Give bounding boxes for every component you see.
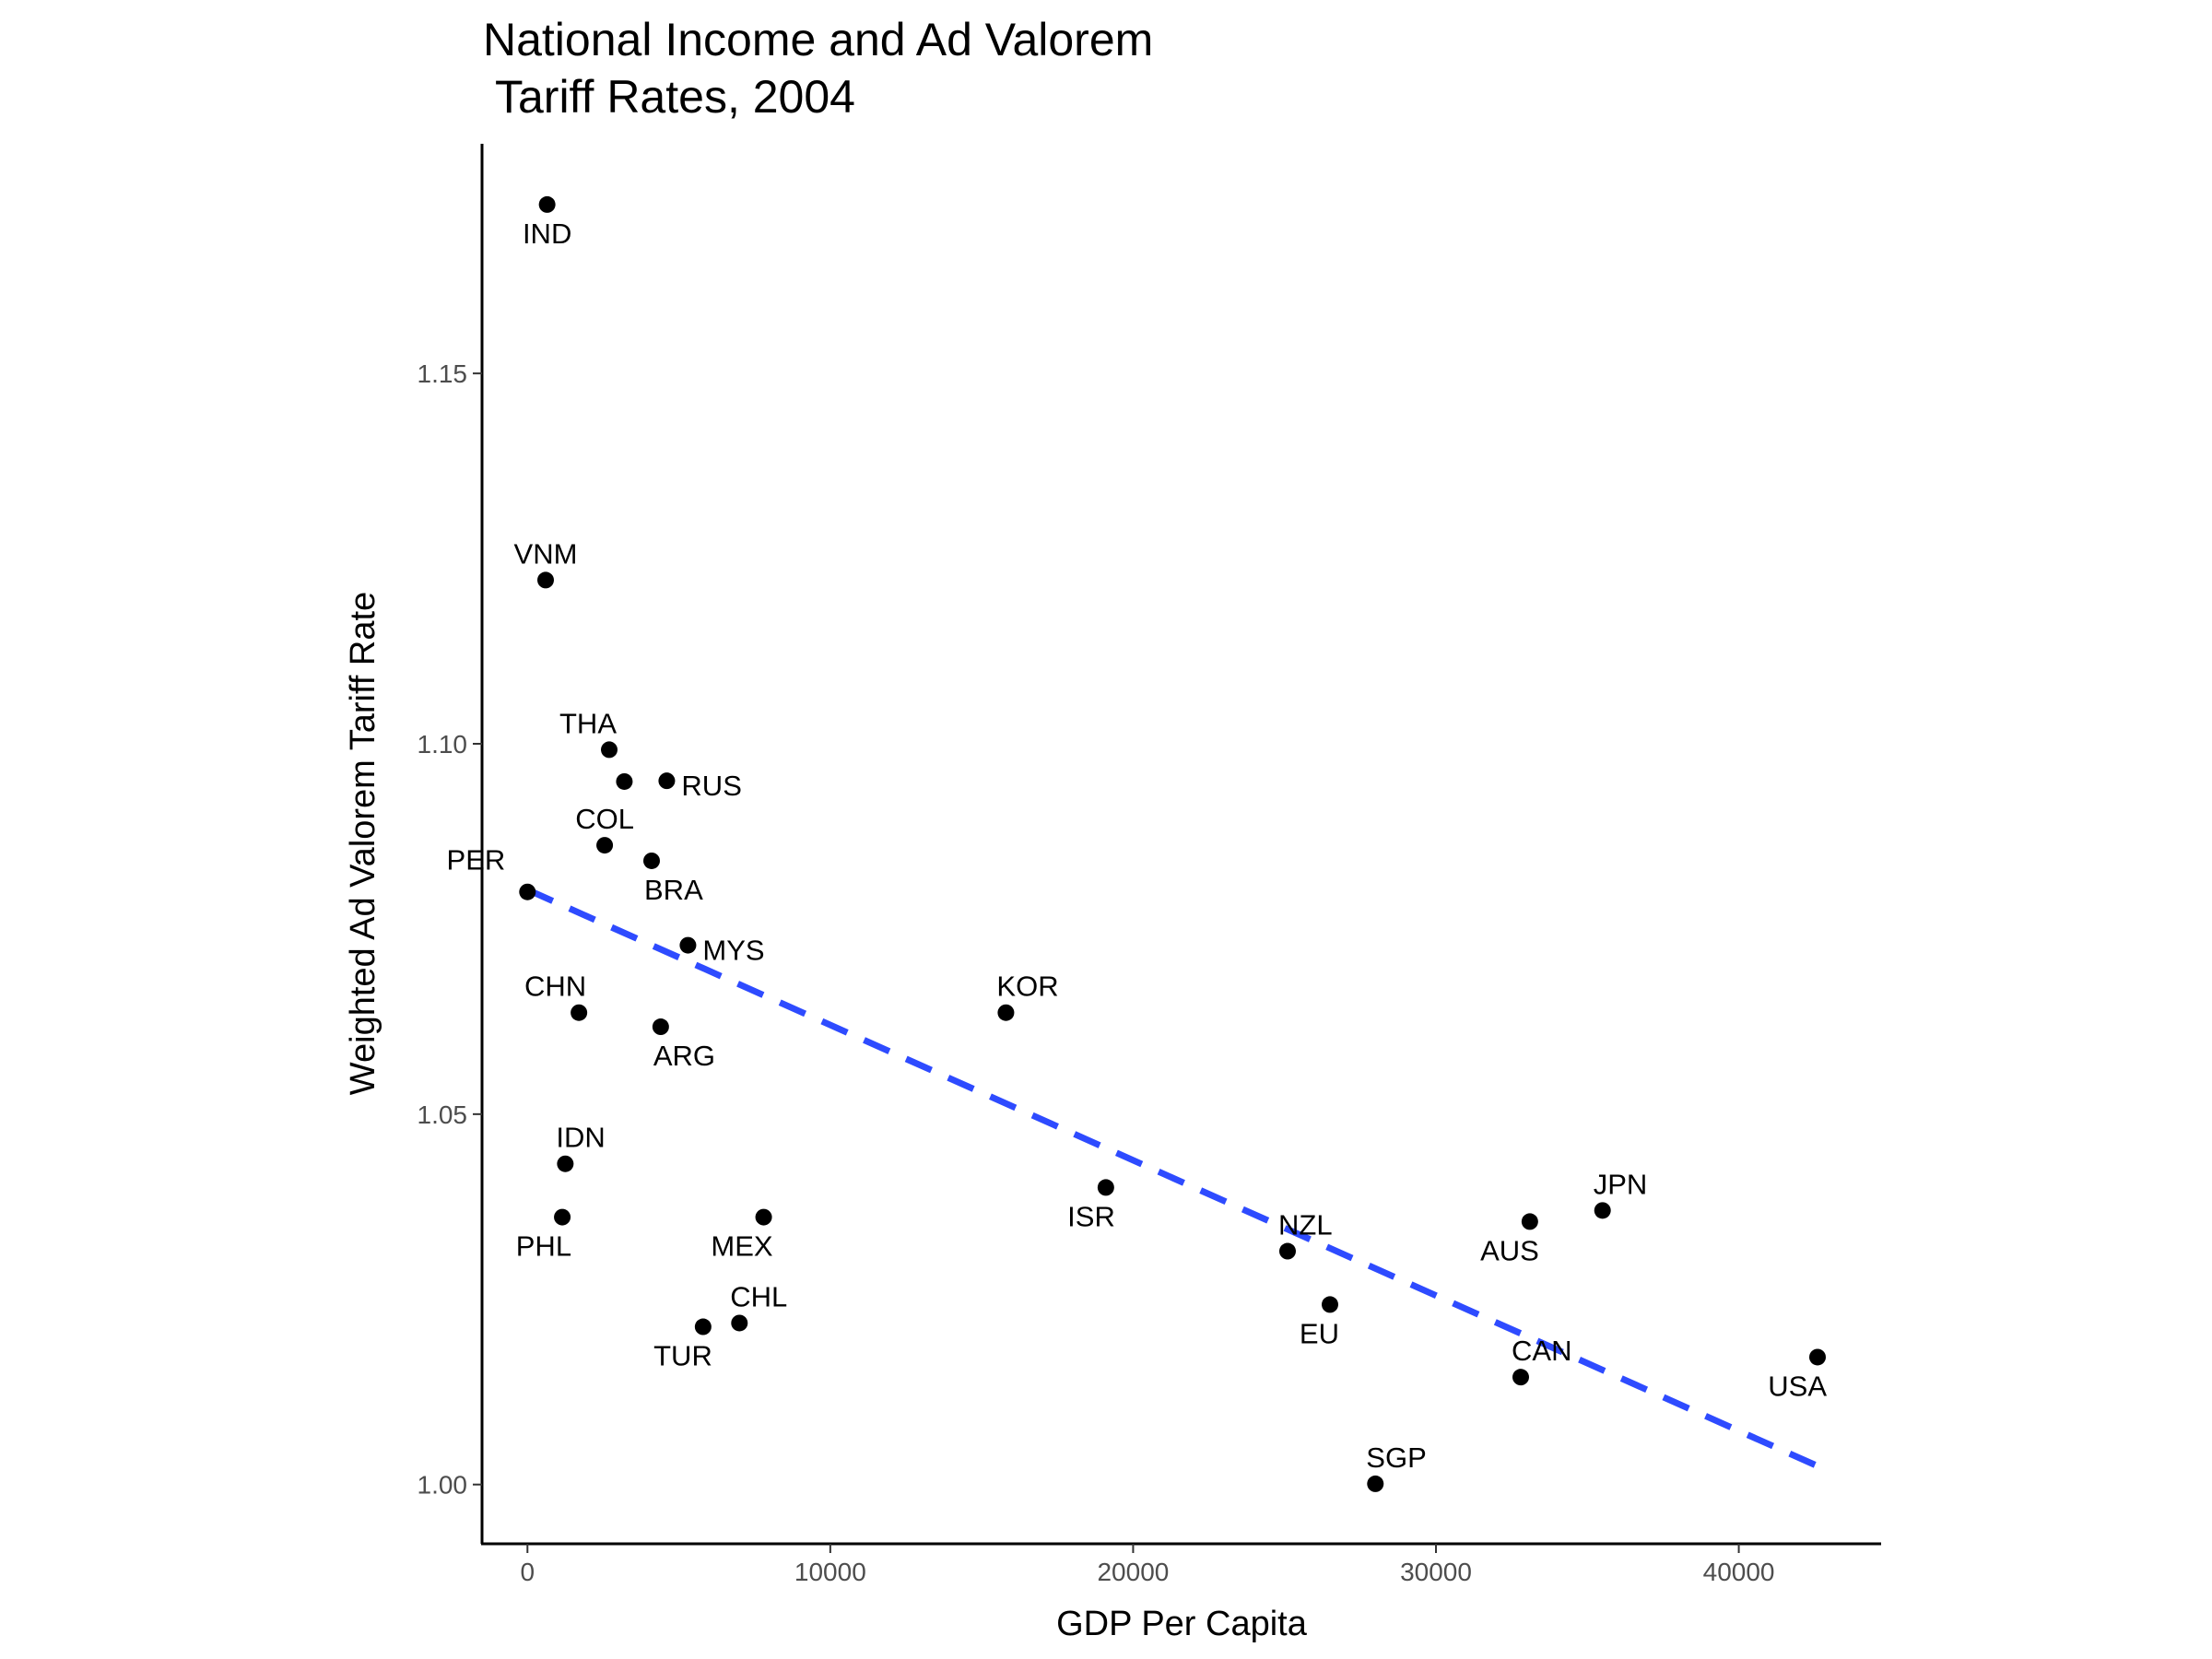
data-point-tha bbox=[601, 741, 618, 759]
point-label-col: COL bbox=[575, 803, 634, 835]
x-tick-label: 30000 bbox=[1400, 1558, 1472, 1586]
y-tick-label: 1.00 bbox=[418, 1471, 468, 1500]
x-tick-label: 20000 bbox=[1097, 1558, 1169, 1586]
data-point-usa bbox=[1809, 1348, 1826, 1366]
data-point-nzl bbox=[1279, 1242, 1296, 1260]
chart-title-line-1: National Income and Ad Valorem bbox=[483, 14, 1154, 65]
point-label-bra: BRA bbox=[644, 874, 703, 906]
data-point-mys bbox=[679, 936, 697, 954]
point-label-idn: IDN bbox=[556, 1122, 605, 1154]
data-point-ind bbox=[538, 195, 556, 213]
point-label-kor: KOR bbox=[996, 971, 1058, 1003]
trend-line bbox=[525, 887, 1819, 1469]
y-tick-label: 1.05 bbox=[418, 1100, 468, 1129]
point-label-mex: MEX bbox=[711, 1230, 773, 1263]
point-label-can: CAN bbox=[1512, 1335, 1571, 1367]
point-label-aus: AUS bbox=[1480, 1234, 1539, 1266]
data-point-chl bbox=[731, 1314, 748, 1332]
data-point-bra bbox=[643, 852, 660, 869]
data-point-kor bbox=[997, 1004, 1015, 1021]
data-point-aus bbox=[1521, 1213, 1538, 1230]
data-point-rus bbox=[658, 772, 676, 790]
point-label-per: PER bbox=[447, 844, 506, 877]
point-label-phl: PHL bbox=[516, 1230, 571, 1263]
data-point-jpn bbox=[1594, 1202, 1611, 1219]
point-label-vnm: VNM bbox=[514, 537, 578, 570]
data-point-mex bbox=[755, 1208, 772, 1226]
x-axis-title: GDP Per Capita bbox=[1056, 1605, 1308, 1643]
y-tick-label: 1.10 bbox=[418, 730, 468, 759]
point-label-tha: THA bbox=[559, 707, 617, 739]
point-label-mys: MYS bbox=[702, 935, 764, 967]
point-label-jpn: JPN bbox=[1594, 1168, 1648, 1200]
data-point-per bbox=[519, 883, 536, 900]
point-label-arg: ARG bbox=[653, 1040, 715, 1072]
y-axis-title: Weighted Ad Valorem Tariff Rate bbox=[344, 592, 382, 1095]
x-tick-label: 40000 bbox=[1703, 1558, 1775, 1586]
data-point-sgp bbox=[1367, 1475, 1384, 1492]
x-tick-label: 10000 bbox=[794, 1558, 866, 1586]
x-tick-label: 0 bbox=[520, 1558, 535, 1586]
data-point-tur bbox=[694, 1318, 712, 1335]
point-label-isr: ISR bbox=[1067, 1200, 1115, 1232]
point-label-rus: RUS bbox=[681, 770, 741, 802]
point-label-usa: USA bbox=[1768, 1370, 1827, 1402]
point-label-chl: CHL bbox=[730, 1280, 787, 1312]
data-point bbox=[616, 772, 633, 790]
data-point-col bbox=[596, 837, 614, 854]
data-point-phl bbox=[554, 1208, 571, 1226]
chart-title-line-2: Tariff Rates, 2004 bbox=[483, 71, 855, 123]
data-point-vnm bbox=[537, 571, 554, 589]
point-label-chn: CHN bbox=[524, 971, 586, 1003]
data-point-arg bbox=[652, 1018, 669, 1036]
point-label-tur: TUR bbox=[653, 1340, 712, 1372]
y-tick-label: 1.15 bbox=[418, 359, 468, 388]
data-point-idn bbox=[557, 1155, 574, 1172]
point-label-sgp: SGP bbox=[1366, 1441, 1426, 1474]
point-label-eu: EU bbox=[1300, 1317, 1339, 1349]
data-point-eu bbox=[1322, 1296, 1338, 1313]
data-point-isr bbox=[1097, 1179, 1114, 1196]
data-point-can bbox=[1512, 1369, 1529, 1386]
data-point-chn bbox=[571, 1004, 588, 1021]
point-label-ind: IND bbox=[523, 218, 571, 250]
point-label-nzl: NZL bbox=[1278, 1209, 1333, 1241]
